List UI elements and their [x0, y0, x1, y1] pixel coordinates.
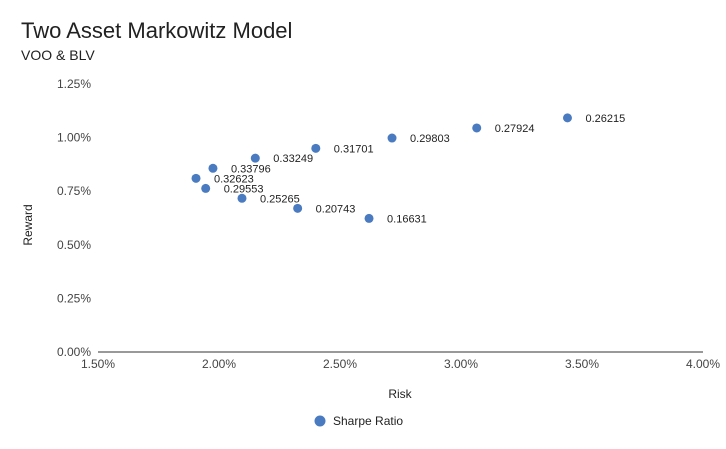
y-axis-title: Reward [21, 204, 35, 245]
chart-title: Two Asset Markowitz Model [21, 18, 293, 43]
data-label: 0.33249 [273, 153, 313, 165]
data-label: 0.20743 [316, 203, 356, 215]
data-label: 0.25265 [260, 193, 300, 205]
y-tick-label: 0.25% [57, 291, 91, 305]
data-label: 0.29803 [410, 133, 450, 145]
y-tick-label: 1.00% [57, 131, 91, 145]
chart-subtitle: VOO & BLV [21, 47, 95, 63]
data-point [293, 203, 303, 213]
x-tick-label: 3.00% [444, 357, 478, 371]
data-label: 0.16631 [387, 213, 427, 225]
data-label: 0.27924 [495, 123, 535, 135]
data-point [472, 123, 482, 133]
data-point [237, 193, 247, 203]
data-label: 0.33796 [231, 163, 271, 175]
data-point [208, 163, 218, 173]
data-label: 0.29553 [224, 183, 264, 195]
y-tick-label: 1.25% [57, 77, 91, 91]
data-point [364, 213, 374, 223]
data-point [387, 133, 397, 143]
x-axis-title: Risk [388, 387, 412, 401]
x-tick-label: 4.00% [686, 357, 720, 371]
x-tick-label: 2.00% [202, 357, 236, 371]
data-point [250, 153, 260, 163]
data-point [562, 113, 572, 123]
y-tick-label: 0.75% [57, 184, 91, 198]
data-label: 0.31701 [334, 143, 374, 155]
x-tick-label: 2.50% [323, 357, 357, 371]
legend: Sharpe Ratio [314, 414, 403, 428]
data-label: 0.32623 [214, 173, 254, 185]
data-point [191, 173, 201, 183]
y-tick-label: 0.50% [57, 238, 91, 252]
legend-marker [314, 415, 326, 427]
x-tick-label: 1.50% [81, 357, 115, 371]
data-point [311, 143, 321, 153]
x-tick-label: 3.50% [565, 357, 599, 371]
legend-label: Sharpe Ratio [333, 414, 403, 428]
data-label: 0.26215 [585, 113, 625, 125]
y-tick-label: 0.00% [57, 345, 91, 359]
data-point [201, 183, 211, 193]
